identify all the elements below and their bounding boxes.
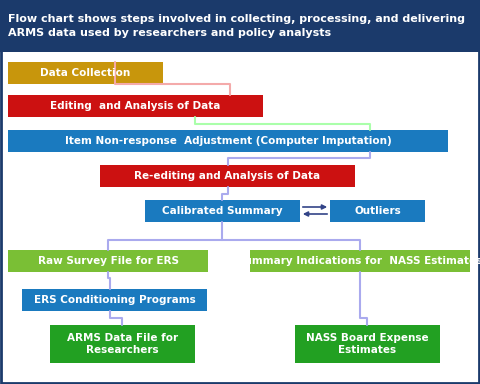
FancyBboxPatch shape xyxy=(8,62,163,84)
FancyBboxPatch shape xyxy=(100,165,355,187)
Text: ARMS Data File for
Researchers: ARMS Data File for Researchers xyxy=(67,333,178,355)
FancyBboxPatch shape xyxy=(8,95,263,117)
Text: Editing  and Analysis of Data: Editing and Analysis of Data xyxy=(50,101,221,111)
FancyBboxPatch shape xyxy=(295,325,440,363)
FancyBboxPatch shape xyxy=(250,250,470,272)
FancyBboxPatch shape xyxy=(145,200,300,222)
Text: Summary Indications for  NASS Estimates: Summary Indications for NASS Estimates xyxy=(238,256,480,266)
Text: ERS Conditioning Programs: ERS Conditioning Programs xyxy=(34,295,195,305)
FancyBboxPatch shape xyxy=(22,289,207,311)
Text: Flow chart shows steps involved in collecting, processing, and delivering
ARMS d: Flow chart shows steps involved in colle… xyxy=(8,14,465,38)
FancyBboxPatch shape xyxy=(0,0,480,52)
FancyBboxPatch shape xyxy=(8,250,208,272)
FancyBboxPatch shape xyxy=(330,200,425,222)
FancyBboxPatch shape xyxy=(50,325,195,363)
Text: Outliers: Outliers xyxy=(354,206,401,216)
Text: Raw Survey File for ERS: Raw Survey File for ERS xyxy=(37,256,179,266)
Text: Calibrated Summary: Calibrated Summary xyxy=(162,206,283,216)
Text: Re-editing and Analysis of Data: Re-editing and Analysis of Data xyxy=(134,171,321,181)
Text: NASS Board Expense
Estimates: NASS Board Expense Estimates xyxy=(306,333,429,355)
Text: Data Collection: Data Collection xyxy=(40,68,131,78)
Text: Item Non-response  Adjustment (Computer Imputation): Item Non-response Adjustment (Computer I… xyxy=(65,136,391,146)
FancyBboxPatch shape xyxy=(8,130,448,152)
